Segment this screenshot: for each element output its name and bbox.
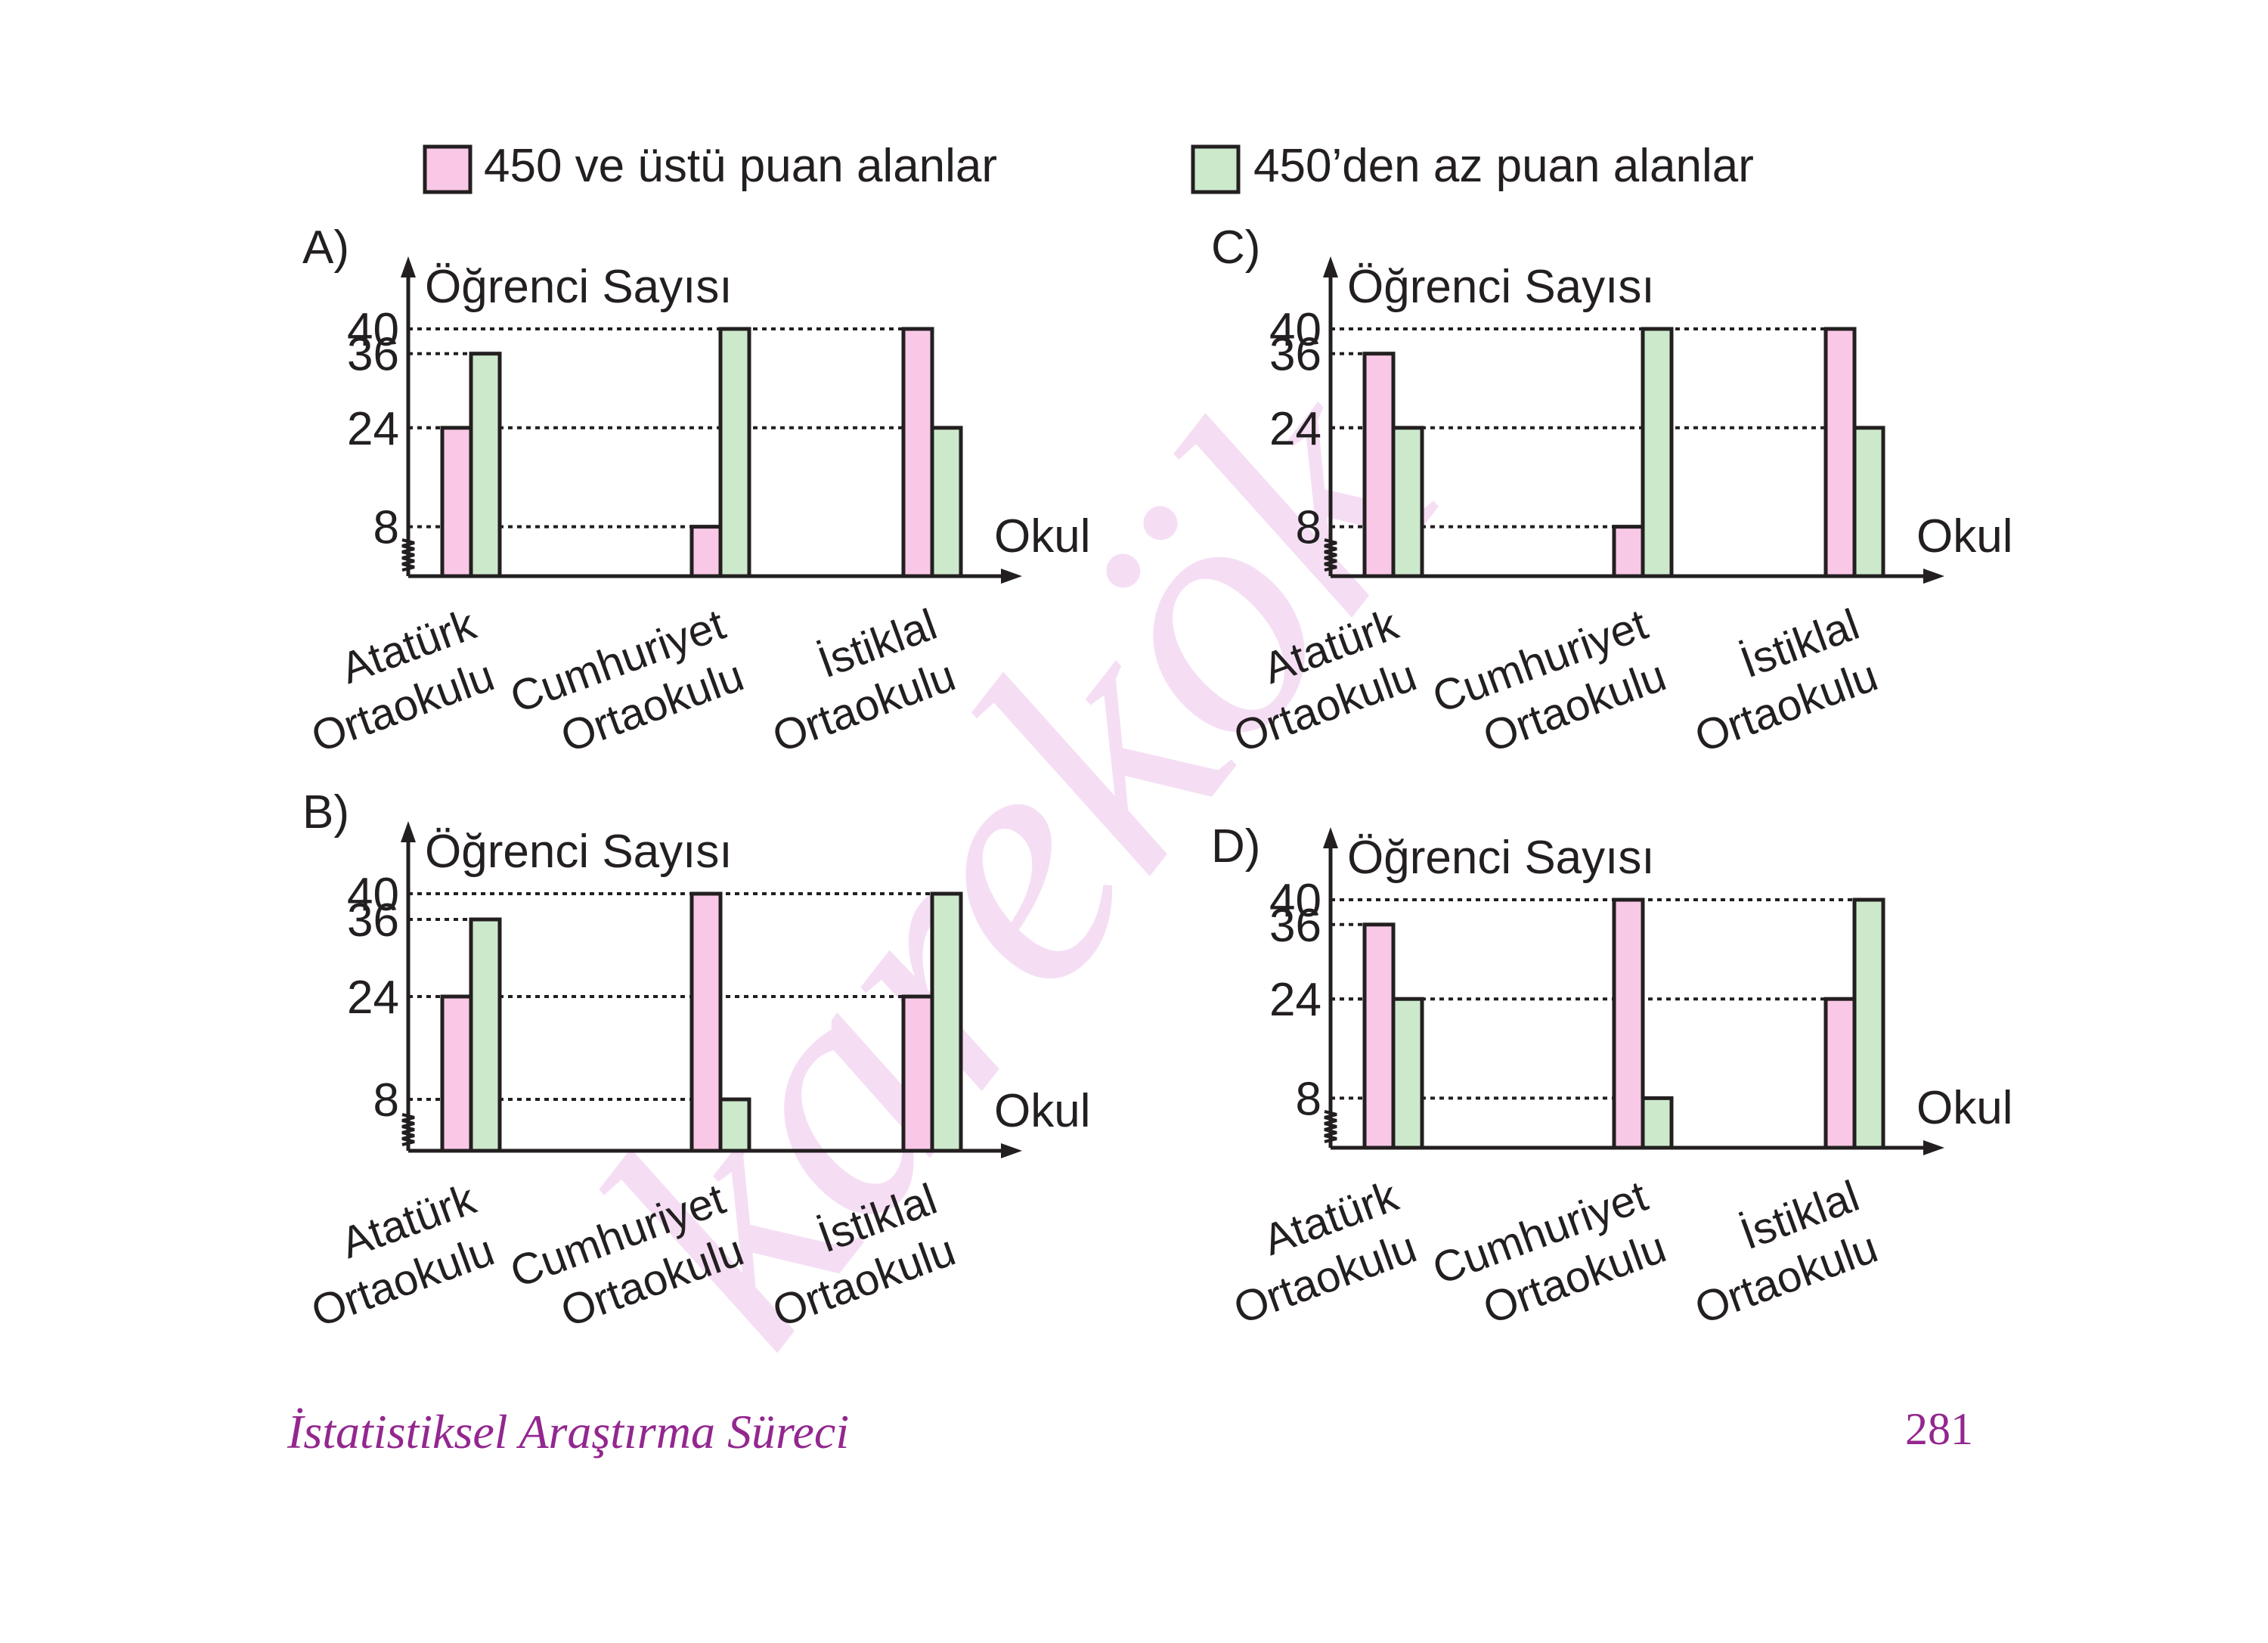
y-tick-label: 36 (1269, 900, 1321, 952)
y-axis-title: Öğrenci Sayısı (1347, 832, 1655, 884)
bar-high-0 (1362, 352, 1396, 578)
bar-high-1 (1612, 897, 1645, 1150)
option-label: C) (1211, 222, 1260, 274)
bar-high-2 (1823, 327, 1857, 578)
axis-break (401, 1113, 415, 1146)
option-label: A) (302, 222, 349, 274)
axis-break (1324, 1110, 1337, 1143)
y-tick-label: 8 (1296, 1073, 1321, 1125)
page-number: 281 (1905, 1404, 1973, 1454)
x-axis-arrow (1923, 1140, 1944, 1155)
x-axis-title: Okul (1916, 510, 2012, 563)
bar-low-1 (1641, 1096, 1674, 1150)
y-axis-title: Öğrenci Sayısı (425, 826, 733, 878)
y-axis-title: Öğrenci Sayısı (425, 261, 733, 313)
bar-low-2 (930, 426, 963, 578)
legend-label-low: 450’den az puan alanlar (1253, 140, 1754, 192)
bar-low-0 (469, 352, 502, 578)
axis-break (401, 538, 415, 572)
chart-c: C)Öğrenci Sayısı8243640OkulAtatürkOrtaok… (1211, 222, 2012, 762)
x-axis-title: Okul (994, 510, 1090, 563)
bar-low-1 (1641, 327, 1674, 578)
legend-label-high: 450 ve üstü puan alanlar (484, 140, 997, 192)
bar-high-1 (1612, 525, 1645, 578)
y-tick-label: 24 (347, 403, 399, 455)
bar-low-0 (1391, 426, 1424, 578)
y-tick-label: 36 (347, 894, 399, 947)
x-axis-title: Okul (994, 1085, 1090, 1137)
footer-title: İstatistiksel Araştırma Süreci (287, 1405, 849, 1459)
y-tick-label: 40 (347, 304, 399, 356)
y-axis-arrow (401, 821, 416, 842)
y-axis-arrow (401, 256, 416, 277)
y-tick-label: 8 (373, 1074, 399, 1127)
bar-high-2 (1823, 997, 1857, 1150)
y-axis-arrow (1323, 256, 1338, 277)
bar-high-1 (689, 525, 723, 578)
y-tick-label: 24 (1269, 974, 1321, 1026)
y-tick-label: 40 (1269, 304, 1321, 356)
bar-high-2 (901, 327, 934, 578)
legend: 450 ve üstü puan alanlar 450’den az puan… (423, 140, 1754, 194)
bar-low-1 (718, 1097, 751, 1153)
y-tick-label: 8 (1296, 502, 1321, 554)
bar-high-0 (440, 426, 473, 578)
y-tick-label: 8 (373, 502, 399, 554)
y-axis-title: Öğrenci Sayısı (1347, 261, 1655, 313)
y-tick-label: 40 (1269, 875, 1321, 927)
y-tick-label: 40 (347, 869, 399, 921)
bar-low-2 (930, 891, 963, 1153)
bar-low-0 (1391, 997, 1424, 1150)
y-tick-label: 36 (347, 329, 399, 381)
axis-break (1324, 538, 1337, 572)
legend-swatch-low (1191, 144, 1241, 194)
y-tick-label: 24 (1269, 403, 1321, 455)
option-label: D) (1211, 820, 1260, 873)
legend-item-low: 450’den az puan alanlar (1191, 140, 1754, 194)
bar-high-1 (689, 891, 723, 1153)
bar-low-1 (718, 327, 751, 578)
y-tick-label: 24 (347, 972, 399, 1024)
option-label: B) (302, 786, 349, 839)
x-axis-arrow (1001, 569, 1022, 584)
bar-low-2 (1852, 426, 1885, 578)
bar-high-2 (901, 994, 934, 1153)
legend-swatch-high (423, 144, 472, 194)
bar-high-0 (1362, 922, 1396, 1150)
y-tick-label: 36 (1269, 329, 1321, 381)
x-axis-arrow (1923, 569, 1944, 584)
x-axis-arrow (1001, 1143, 1022, 1158)
bar-high-0 (440, 994, 473, 1153)
bar-low-0 (469, 917, 502, 1153)
x-axis-title: Okul (1916, 1082, 2012, 1134)
y-axis-arrow (1323, 827, 1338, 848)
bar-low-2 (1852, 897, 1885, 1150)
legend-item-high: 450 ve üstü puan alanlar (423, 140, 997, 194)
